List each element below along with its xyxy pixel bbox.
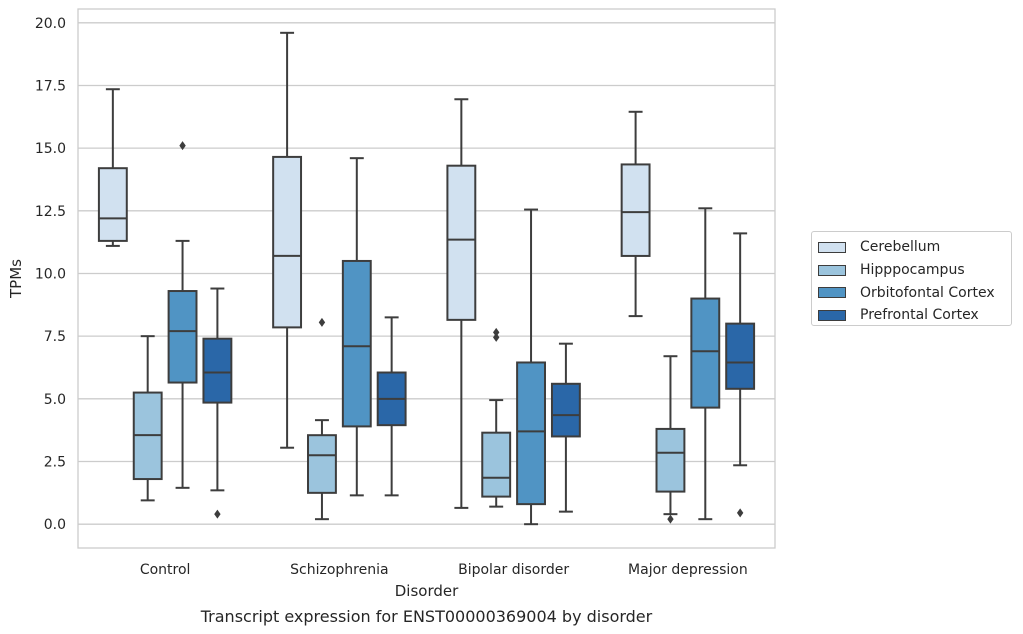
box-iqr (516, 361, 546, 506)
legend-swatch-prefrontal-cortex (818, 309, 846, 321)
box-iqr (655, 427, 686, 493)
box-group (446, 98, 477, 509)
y-tick-label: 0.0 (44, 517, 66, 533)
legend-item-prefrontal-cortex: Prefrontal Cortex (818, 304, 1011, 327)
box-group (516, 208, 546, 526)
box-group (132, 335, 163, 502)
outlier-point (214, 509, 221, 519)
box-iqr (97, 167, 128, 242)
plot-frame (77, 8, 776, 549)
box-iqr (341, 259, 372, 428)
outlier-point (179, 141, 186, 151)
outlier-point (318, 317, 326, 327)
box-group (655, 355, 686, 524)
legend-label: Hipppocampus (860, 262, 965, 279)
chart-title: Transcript expression for ENST0000036900… (200, 607, 653, 626)
outlier-point (667, 514, 674, 524)
box-iqr (202, 337, 233, 404)
x-tick-label: Major depression (628, 562, 748, 578)
legend-item-hippocampus: Hipppocampus (818, 259, 1011, 282)
y-tick-label: 5.0 (44, 392, 66, 408)
box-iqr (690, 297, 721, 409)
x-tick-label: Bipolar disorder (458, 562, 569, 578)
legend-item-orbitofrontal-cortex: Orbitofontal Cortex (818, 281, 1011, 304)
legend-swatch-orbitofrontal-cortex (818, 287, 846, 299)
legend-swatch-hippocampus (818, 264, 846, 276)
box-group (307, 317, 337, 521)
outlier-point (736, 508, 744, 518)
y-axis-label: TPMs (7, 259, 25, 299)
legend: Cerebellum Hipppocampus Orbitofontal Cor… (811, 231, 1012, 326)
x-tick-label: Control (140, 562, 191, 578)
box-iqr (620, 163, 651, 257)
box-group (725, 232, 756, 518)
box-group (272, 31, 303, 449)
box-group (202, 287, 233, 519)
outlier-point (493, 327, 500, 337)
box-group (341, 157, 372, 497)
box-group (481, 327, 512, 508)
box-iqr (446, 164, 477, 321)
x-tick-labels: Control Schizophrenia Bipolar disorder Majo… (140, 562, 748, 578)
box-group (376, 316, 407, 497)
box-group (167, 141, 198, 489)
box-group (550, 342, 581, 513)
box-iqr (167, 290, 198, 384)
box-iqr (550, 382, 581, 438)
box-iqr (725, 322, 756, 390)
box-marks (97, 31, 756, 526)
legend-swatch-cerebellum (818, 241, 846, 253)
outlier-point (493, 332, 500, 342)
legend-label: Orbitofontal Cortex (860, 284, 995, 301)
legend-label: Cerebellum (860, 239, 941, 256)
box-iqr (481, 431, 512, 498)
box-iqr (307, 434, 337, 494)
legend-item-cerebellum: Cerebellum (818, 236, 1011, 259)
box-group (97, 88, 128, 247)
y-tick-label: 15.0 (35, 141, 66, 157)
x-axis-label: Disorder (395, 582, 459, 600)
x-tick-label: Schizophrenia (290, 562, 388, 578)
y-tick-label: 10.0 (35, 266, 66, 282)
y-tick-label: 7.5 (44, 329, 66, 345)
y-tick-label: 20.0 (35, 16, 66, 32)
y-tick-label: 17.5 (35, 78, 66, 94)
y-tick-label: 12.5 (35, 204, 66, 220)
box-group (620, 110, 651, 318)
legend-label: Prefrontal Cortex (860, 307, 979, 324)
box-group (690, 207, 721, 521)
y-tick-labels: 0.0 2.5 5.0 7.5 10.0 12.5 15.0 17.5 20.0 (35, 16, 66, 533)
y-tick-label: 2.5 (44, 455, 66, 471)
box-iqr (272, 155, 303, 329)
